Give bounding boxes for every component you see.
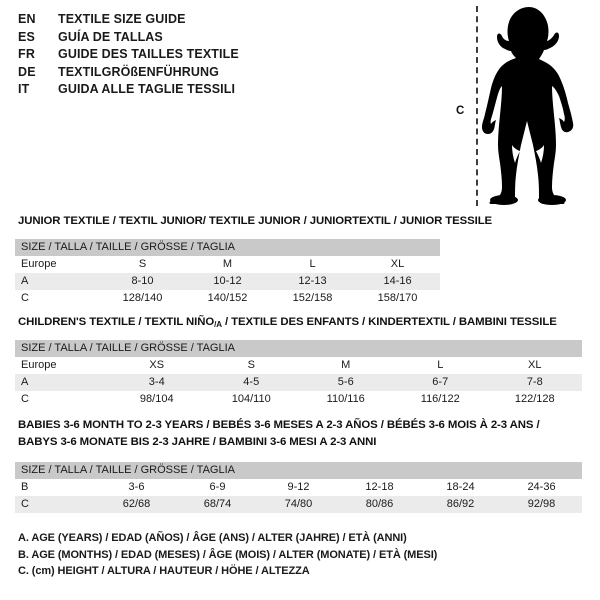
language-code-it: IT (18, 82, 30, 96)
size-header-label: SIZE / TALLA / TAILLE / GRÖSSE / TAGLIA (15, 340, 583, 357)
language-title-en: TEXTILE SIZE GUIDE (58, 12, 186, 26)
cell: 68/74 (177, 496, 258, 513)
size-table-junior: SIZE / TALLA / TAILLE / GRÖSSE / TAGLIA … (15, 239, 441, 307)
size-table-children: SIZE / TALLA / TAILLE / GRÖSSE / TAGLIA … (15, 340, 583, 408)
cell: 4-5 (204, 374, 299, 391)
cell: 116/122 (393, 391, 488, 408)
row-label: Europe (15, 256, 100, 273)
language-title-it: GUIDA ALLE TAGLIE TESSILI (58, 82, 236, 96)
row-label: C (15, 496, 96, 513)
cell: 18-24 (420, 479, 501, 496)
height-measure-label: C (456, 105, 465, 117)
table-row: C 128/140 140/152 152/158 158/170 (15, 290, 441, 307)
language-title-de: TEXTILGRÖßENFÜHRUNG (58, 64, 219, 79)
language-code-de: DE (18, 64, 36, 79)
cell: 74/80 (258, 496, 339, 513)
legend-item-a: A. AGE (YEARS) / EDAD (AÑOS) / ÂGE (ANS)… (18, 532, 407, 544)
cell: 14-16 (355, 273, 441, 290)
row-label: A (15, 374, 110, 391)
table-row: C 98/104 104/110 110/116 116/122 122/128 (15, 391, 583, 408)
cell: 122/128 (487, 391, 583, 408)
cell: 158/170 (355, 290, 441, 307)
section-heading-children: CHILDREN'S TEXTILE / TEXTIL NIÑO/A / TEX… (18, 316, 557, 329)
cell: 128/140 (100, 290, 185, 307)
language-title-es: GUÍA DE TALLAS (58, 29, 163, 44)
size-table-babies: SIZE / TALLA / TAILLE / GRÖSSE / TAGLIA … (15, 462, 583, 513)
table-row: A 8-10 10-12 12-13 14-16 (15, 273, 441, 290)
cell: 110/116 (298, 391, 393, 408)
cell: 24-36 (501, 479, 583, 496)
cell: XL (487, 357, 583, 374)
section-heading-babies-line2: BABYS 3-6 MONATE BIS 2-3 JAHRE / BAMBINI… (18, 436, 377, 448)
cell: M (185, 256, 270, 273)
cell: 86/92 (420, 496, 501, 513)
dashed-height-line-icon (476, 6, 478, 206)
row-label: B (15, 479, 96, 496)
legend-item-b: B. AGE (MONTHS) / EDAD (MESES) / ÂGE (MO… (18, 548, 438, 561)
cell: 92/98 (501, 496, 583, 513)
table-row: A 3-4 4-5 5-6 6-7 7-8 (15, 374, 583, 391)
cell: M (298, 357, 393, 374)
language-row: DE TEXTILGRÖßENFÜHRUNG (18, 65, 418, 83)
cell: 62/68 (96, 496, 177, 513)
language-code-es: ES (18, 29, 36, 44)
cell: 140/152 (185, 290, 270, 307)
language-code-en: EN (18, 12, 36, 26)
child-silhouette-icon (482, 7, 574, 205)
language-title-block: EN TEXTILE SIZE GUIDE ES GUÍA DE TALLAS … (18, 12, 418, 100)
cell: XS (109, 357, 204, 374)
section-heading-babies-line1: BABIES 3-6 MONTH TO 2-3 YEARS / BEBÉS 3-… (18, 419, 540, 431)
table-row: Europe XS S M L XL (15, 357, 583, 374)
cell: 9-12 (258, 479, 339, 496)
height-figure: C (440, 0, 600, 212)
row-label: C (15, 290, 100, 307)
cell: 6-7 (393, 374, 488, 391)
cell: 3-6 (96, 479, 177, 496)
cell: L (393, 357, 488, 374)
row-label: C (15, 391, 110, 408)
size-header-label: SIZE / TALLA / TAILLE / GRÖSSE / TAGLIA (15, 462, 583, 479)
cell: 12-13 (270, 273, 355, 290)
row-label: A (15, 273, 100, 290)
table-row: C 62/68 68/74 74/80 80/86 86/92 92/98 (15, 496, 583, 513)
heading-part-pre: CHILDREN'S TEXTILE / TEXTIL NIÑO (18, 316, 215, 328)
cell: 7-8 (487, 374, 583, 391)
heading-part-subscript: /A (214, 320, 222, 329)
cell: 104/110 (204, 391, 299, 408)
row-label: Europe (15, 357, 110, 374)
cell: 80/86 (339, 496, 420, 513)
table-row: B 3-6 6-9 9-12 12-18 18-24 24-36 (15, 479, 583, 496)
cell: S (204, 357, 299, 374)
cell: S (100, 256, 185, 273)
language-row: IT GUIDA ALLE TAGLIE TESSILI (18, 82, 418, 100)
language-row: ES GUÍA DE TALLAS (18, 30, 418, 48)
language-title-fr: GUIDE DES TAILLES TEXTILE (58, 47, 239, 61)
cell: 152/158 (270, 290, 355, 307)
legend-block: A. AGE (YEARS) / EDAD (AÑOS) / ÂGE (ANS)… (18, 530, 437, 580)
cell: 6-9 (177, 479, 258, 496)
table-header-row: SIZE / TALLA / TAILLE / GRÖSSE / TAGLIA (15, 340, 583, 357)
cell: 8-10 (100, 273, 185, 290)
cell: 10-12 (185, 273, 270, 290)
table-row: Europe S M L XL (15, 256, 441, 273)
language-code-fr: FR (18, 47, 36, 61)
cell: 5-6 (298, 374, 393, 391)
language-row: FR GUIDE DES TAILLES TEXTILE (18, 47, 418, 65)
cell: 3-4 (109, 374, 204, 391)
cell: 12-18 (339, 479, 420, 496)
table-header-row: SIZE / TALLA / TAILLE / GRÖSSE / TAGLIA (15, 239, 441, 256)
cell: XL (355, 256, 441, 273)
legend-item-c: C. (cm) HEIGHT / ALTURA / HAUTEUR / HÖHE… (18, 565, 310, 577)
language-row: EN TEXTILE SIZE GUIDE (18, 12, 418, 30)
cell: 98/104 (109, 391, 204, 408)
section-heading-junior: JUNIOR TEXTILE / TEXTIL JUNIOR/ TEXTILE … (18, 215, 493, 227)
size-header-label: SIZE / TALLA / TAILLE / GRÖSSE / TAGLIA (15, 239, 441, 256)
cell: L (270, 256, 355, 273)
heading-part-post: / TEXTILE DES ENFANTS / KINDERTEXTIL / B… (221, 316, 557, 328)
table-header-row: SIZE / TALLA / TAILLE / GRÖSSE / TAGLIA (15, 462, 583, 479)
